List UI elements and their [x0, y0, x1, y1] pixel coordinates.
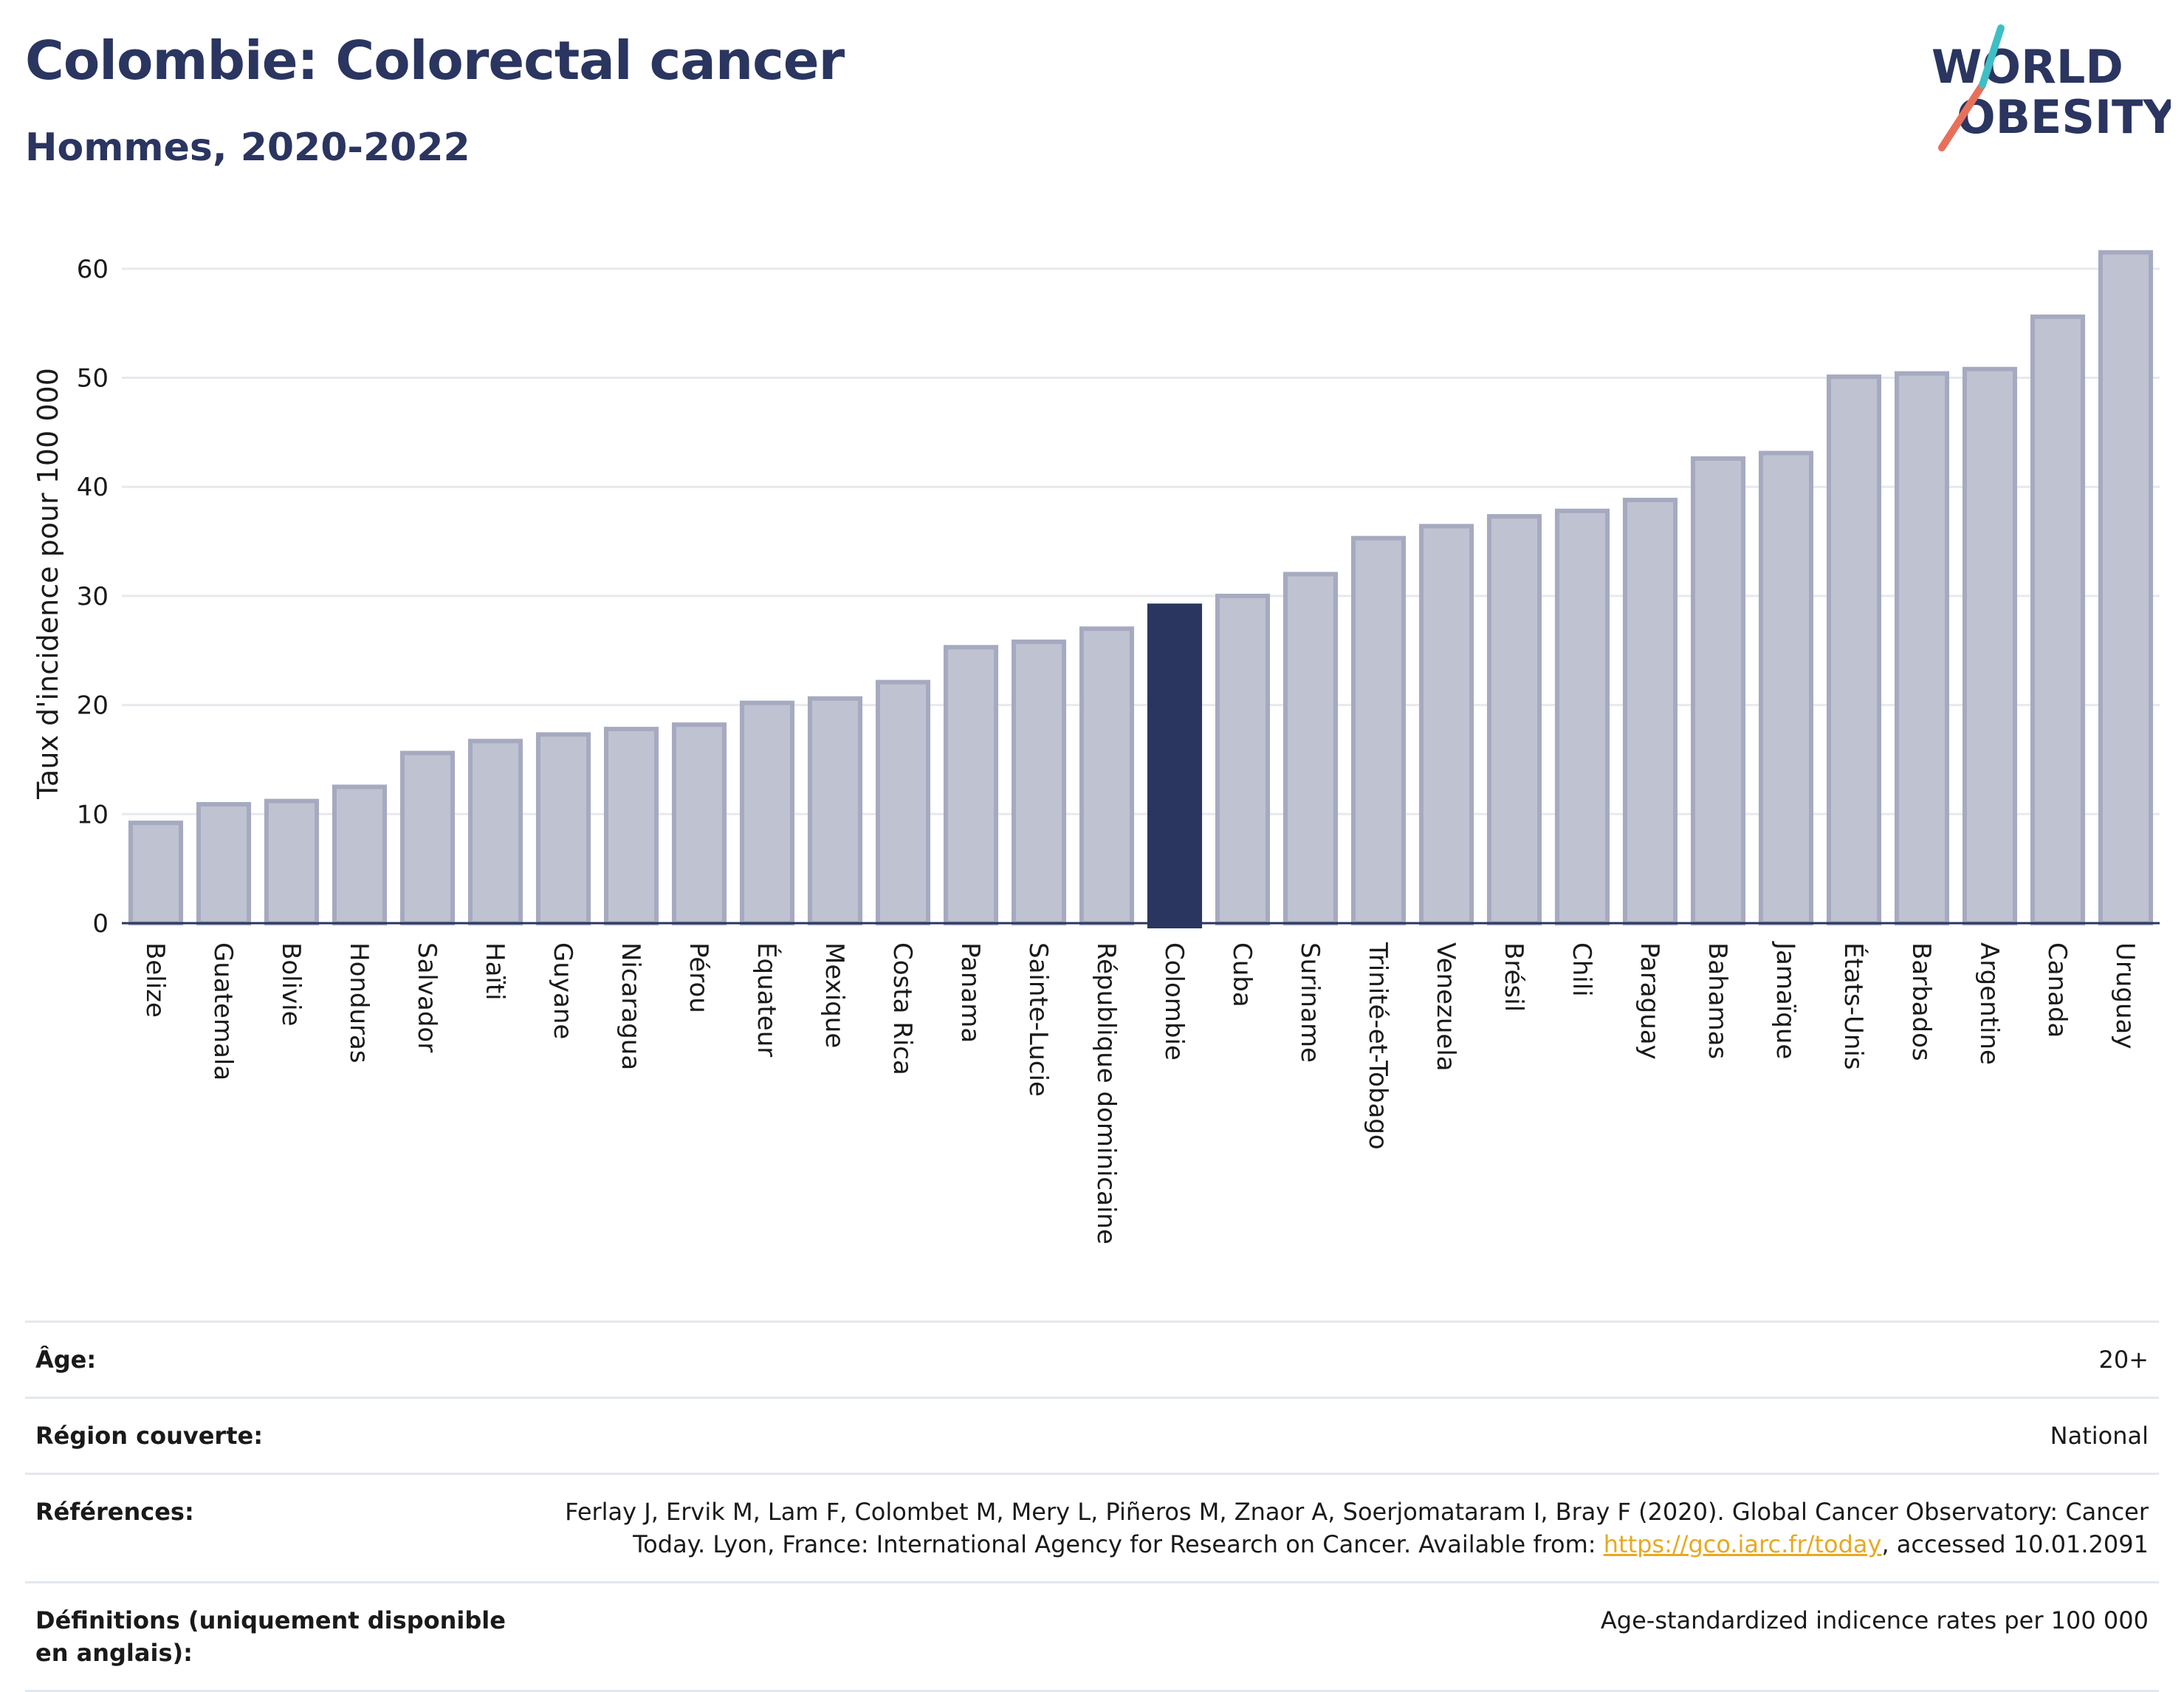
x-tick-label: Sainte-Lucie [1023, 942, 1053, 1097]
x-tick-label: Uruguay [2110, 942, 2140, 1049]
svg-text:WORLD: WORLD [1931, 40, 2123, 94]
bar [603, 727, 659, 925]
bar [1894, 371, 1950, 925]
x-tick-label: Bolivie [276, 942, 306, 1027]
bar [1690, 456, 1746, 926]
reference-link[interactable]: https://gco.iarc.fr/today [1603, 1530, 1882, 1558]
meta-row-region: Région couverte: National [25, 1397, 2159, 1473]
page-title: Colombie: Colorectal cancer [25, 30, 845, 92]
x-tick-label: Brésil [1499, 942, 1528, 1012]
bar [943, 645, 999, 925]
bar [875, 679, 931, 925]
bar [399, 750, 456, 925]
y-tick-label: 0 [92, 909, 109, 939]
bar [1011, 639, 1067, 925]
x-tick-label: Bahamas [1703, 942, 1732, 1059]
x-tick-label: Venezuela [1431, 942, 1460, 1072]
bar [128, 821, 184, 925]
world-obesity-logo: WORLD OBESITY [1931, 24, 2171, 151]
x-tick-label: Suriname [1295, 942, 1325, 1063]
meta-label: Âge: [35, 1346, 97, 1374]
bar [671, 722, 727, 925]
y-tick-label: 50 [77, 364, 109, 394]
bar [1622, 497, 1678, 925]
bar-chart: 0 10 20 30 40 50 60 Taux d'incidence pour 100 0… [32, 250, 2160, 1244]
bar [807, 696, 863, 925]
x-tick-label: Honduras [344, 942, 374, 1064]
bar [535, 732, 591, 925]
meta-label: Références: [35, 1498, 194, 1526]
bar [1350, 535, 1407, 925]
x-tick-label: Jamaïque [1771, 941, 1800, 1059]
x-tick-label: Paraguay [1635, 942, 1664, 1060]
x-tick-label: Panama [955, 942, 985, 1043]
meta-value: 20+ [2098, 1346, 2149, 1374]
x-tick-label: Belize [140, 942, 170, 1018]
x-tick-label: Barbados [1906, 942, 1936, 1061]
bar [1962, 366, 2018, 925]
x-tick-label: Mexique [820, 942, 849, 1048]
y-tick-label: 40 [77, 473, 109, 502]
bar [739, 700, 795, 926]
meta-row-definitions: Définitions (uniquement disponible en an… [25, 1581, 2159, 1692]
x-tick-label: Équateur [752, 942, 782, 1057]
meta-row-references: Références: Ferlay J, Ervik M, Lam F, Co… [25, 1473, 2159, 1581]
reference-text: Ferlay J, Ervik M, Lam F, Colombet M, Me… [565, 1498, 2149, 1558]
x-tick-label: Guyane [548, 942, 577, 1039]
bar [332, 784, 388, 926]
x-tick-label: Canada [2042, 942, 2072, 1038]
bar [1215, 593, 1271, 926]
x-tick-label: République dominicaine [1091, 942, 1121, 1244]
x-tick-label: Costa Rica [887, 942, 917, 1075]
bar [1282, 572, 1339, 926]
x-tick-label: Pérou [684, 942, 713, 1013]
bar [264, 798, 320, 925]
y-tick-label: 10 [77, 800, 109, 829]
y-tick-label: 60 [77, 255, 109, 284]
metadata-table: Âge: 20+ Région couverte: National Référ… [25, 1321, 2159, 1692]
meta-value: Ferlay J, Ervik M, Lam F, Colombet M, Me… [538, 1496, 2149, 1561]
bar [196, 802, 252, 925]
reference-accessed: , accessed 10.01.2091 [1881, 1530, 2149, 1558]
x-tick-label: Salvador [412, 942, 442, 1052]
bar [1758, 451, 1814, 925]
y-tick-label: 20 [77, 691, 109, 721]
x-tick-label: Nicaragua [616, 942, 645, 1070]
meta-value: Age-standardized indicence rates per 100… [1600, 1606, 2149, 1634]
meta-label: Région couverte: [35, 1422, 263, 1450]
bar [1418, 524, 1474, 925]
svg-text:OBESITY: OBESITY [1957, 90, 2171, 144]
bar [1079, 626, 1135, 925]
bar [1486, 514, 1542, 926]
bar [2098, 250, 2154, 925]
bar-highlight [1147, 603, 1203, 928]
x-tick-label: Cuba [1227, 942, 1257, 1007]
x-tick-label: États-Unis [1838, 942, 1869, 1070]
bar [1554, 508, 1610, 925]
y-axis-label: Taux d'incidence pour 100 000 [32, 368, 64, 800]
y-tick-label: 30 [77, 582, 109, 612]
meta-value: National [2050, 1422, 2149, 1450]
x-tick-label: Colombie [1159, 942, 1189, 1061]
bar [467, 739, 523, 925]
bar [1826, 374, 1882, 925]
bar [2030, 314, 2086, 926]
x-tick-label: Trinité-et-Tobago [1363, 942, 1393, 1150]
x-tick-label: Chili [1567, 942, 1596, 997]
page-subtitle: Hommes, 2020-2022 [25, 126, 470, 170]
x-tick-label: Guatemala [208, 942, 238, 1080]
x-tick-label: Haïti [480, 942, 509, 1001]
meta-label: Définitions (uniquement disponible en an… [35, 1606, 506, 1667]
x-tick-label: Argentine [1974, 942, 2004, 1065]
meta-row-age: Âge: 20+ [25, 1321, 2159, 1397]
